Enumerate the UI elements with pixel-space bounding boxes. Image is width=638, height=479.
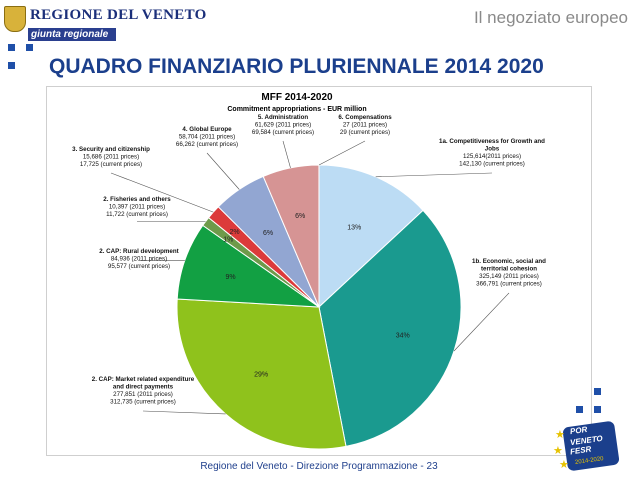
pie-percent-label: 6% <box>295 213 305 220</box>
pie-category-labels: 1a. Competitiveness for Growth and Jobs 12… <box>72 114 546 406</box>
pie-category-label: 4. Global Europe 58,704 (2011 prices) 66,2… <box>176 126 238 148</box>
chart-subtitle: Commitment appropriations - EUR million <box>227 106 366 113</box>
pie-category-label: 2. Fisheries and others 10,397 (2011 pric… <box>103 196 171 218</box>
square-dot-icon <box>8 44 15 51</box>
decorative-dots-top <box>8 44 33 69</box>
square-dot-icon <box>26 62 33 69</box>
pie-percent-label: 6% <box>263 230 273 237</box>
pie-leader-line <box>453 292 510 352</box>
footer-text: Regione del Veneto - Direzione Programma… <box>200 461 438 472</box>
section-title: Il negoziato europeo <box>473 8 628 27</box>
pie-slice <box>176 298 347 450</box>
logo-text: REGIONE DEL VENETO <box>30 7 207 23</box>
pie-leader-line <box>282 140 291 168</box>
pie-category-label: 3. Security and citizenship 15,686 (2011 … <box>72 146 150 168</box>
decorative-dots-bottom <box>576 388 601 413</box>
pie-leader-line <box>206 152 240 190</box>
mff-pie-chart: MFF 2014-2020 Commitment appropriations … <box>46 86 592 456</box>
pie-percent-label: 9% <box>225 274 235 281</box>
square-dot-icon <box>594 406 601 413</box>
star-icon: ★ <box>555 429 565 441</box>
square-dot-icon <box>594 388 601 395</box>
pie-percent-label: 13% <box>347 224 361 231</box>
pie-category-label: 5. Administration 61,629 (2011 prices) 69,… <box>252 114 314 136</box>
pie-category-label: 6. Compensations 27 (2011 prices) 29 (curr… <box>338 114 392 136</box>
pie-category-label: 2. CAP: Market related expenditure and di… <box>92 376 195 406</box>
chart-title: MFF 2014-2020 <box>261 92 333 103</box>
pie-leader-line <box>142 410 226 415</box>
square-dot-icon <box>8 62 15 69</box>
pie-slice <box>318 209 462 447</box>
star-icon: ★ <box>559 459 569 471</box>
star-icon: ★ <box>553 445 563 457</box>
pie-category-label: 1a. Competitiveness for Growth and Jobs 12… <box>439 138 545 168</box>
pie-percent-labels: 13% 34% 29% 9% 1%2% 6% 6% <box>223 213 409 378</box>
page-title: QUADRO FINANZIARIO PLURIENNALE 2014 2020 <box>49 55 544 78</box>
por-veneto-fesr-badge: ★ ★ ★ POR VENETO FESR 2014-2020 <box>551 418 627 474</box>
pie-percent-label: 29% <box>254 371 268 378</box>
pie-category-label: 2. CAP: Rural development 84,936 (2011 pr… <box>99 248 178 270</box>
pie-percent-label: 34% <box>396 332 410 339</box>
pie-chart-svg: MFF 2014-2020 Commitment appropriations … <box>72 92 546 450</box>
pie-percent-label: 1% <box>223 237 233 244</box>
pie-slices <box>176 164 462 450</box>
pie-category-label: 1b. Economic, social and territorial cohe… <box>472 258 546 288</box>
pie-percent-label: 2% <box>229 229 239 236</box>
square-dot-icon <box>26 44 33 51</box>
shield-icon <box>4 6 26 32</box>
square-dot-icon <box>576 406 583 413</box>
pie-leader-line <box>318 140 366 166</box>
square-dot-icon <box>576 388 583 395</box>
pie-leader-line <box>110 172 214 213</box>
pie-leader-lines <box>110 140 510 415</box>
logo-subtitle: giunta regionale <box>28 28 117 41</box>
regione-veneto-logo: REGIONE DEL VENETO giunta regionale <box>4 6 206 42</box>
pie-leader-line <box>375 172 493 178</box>
